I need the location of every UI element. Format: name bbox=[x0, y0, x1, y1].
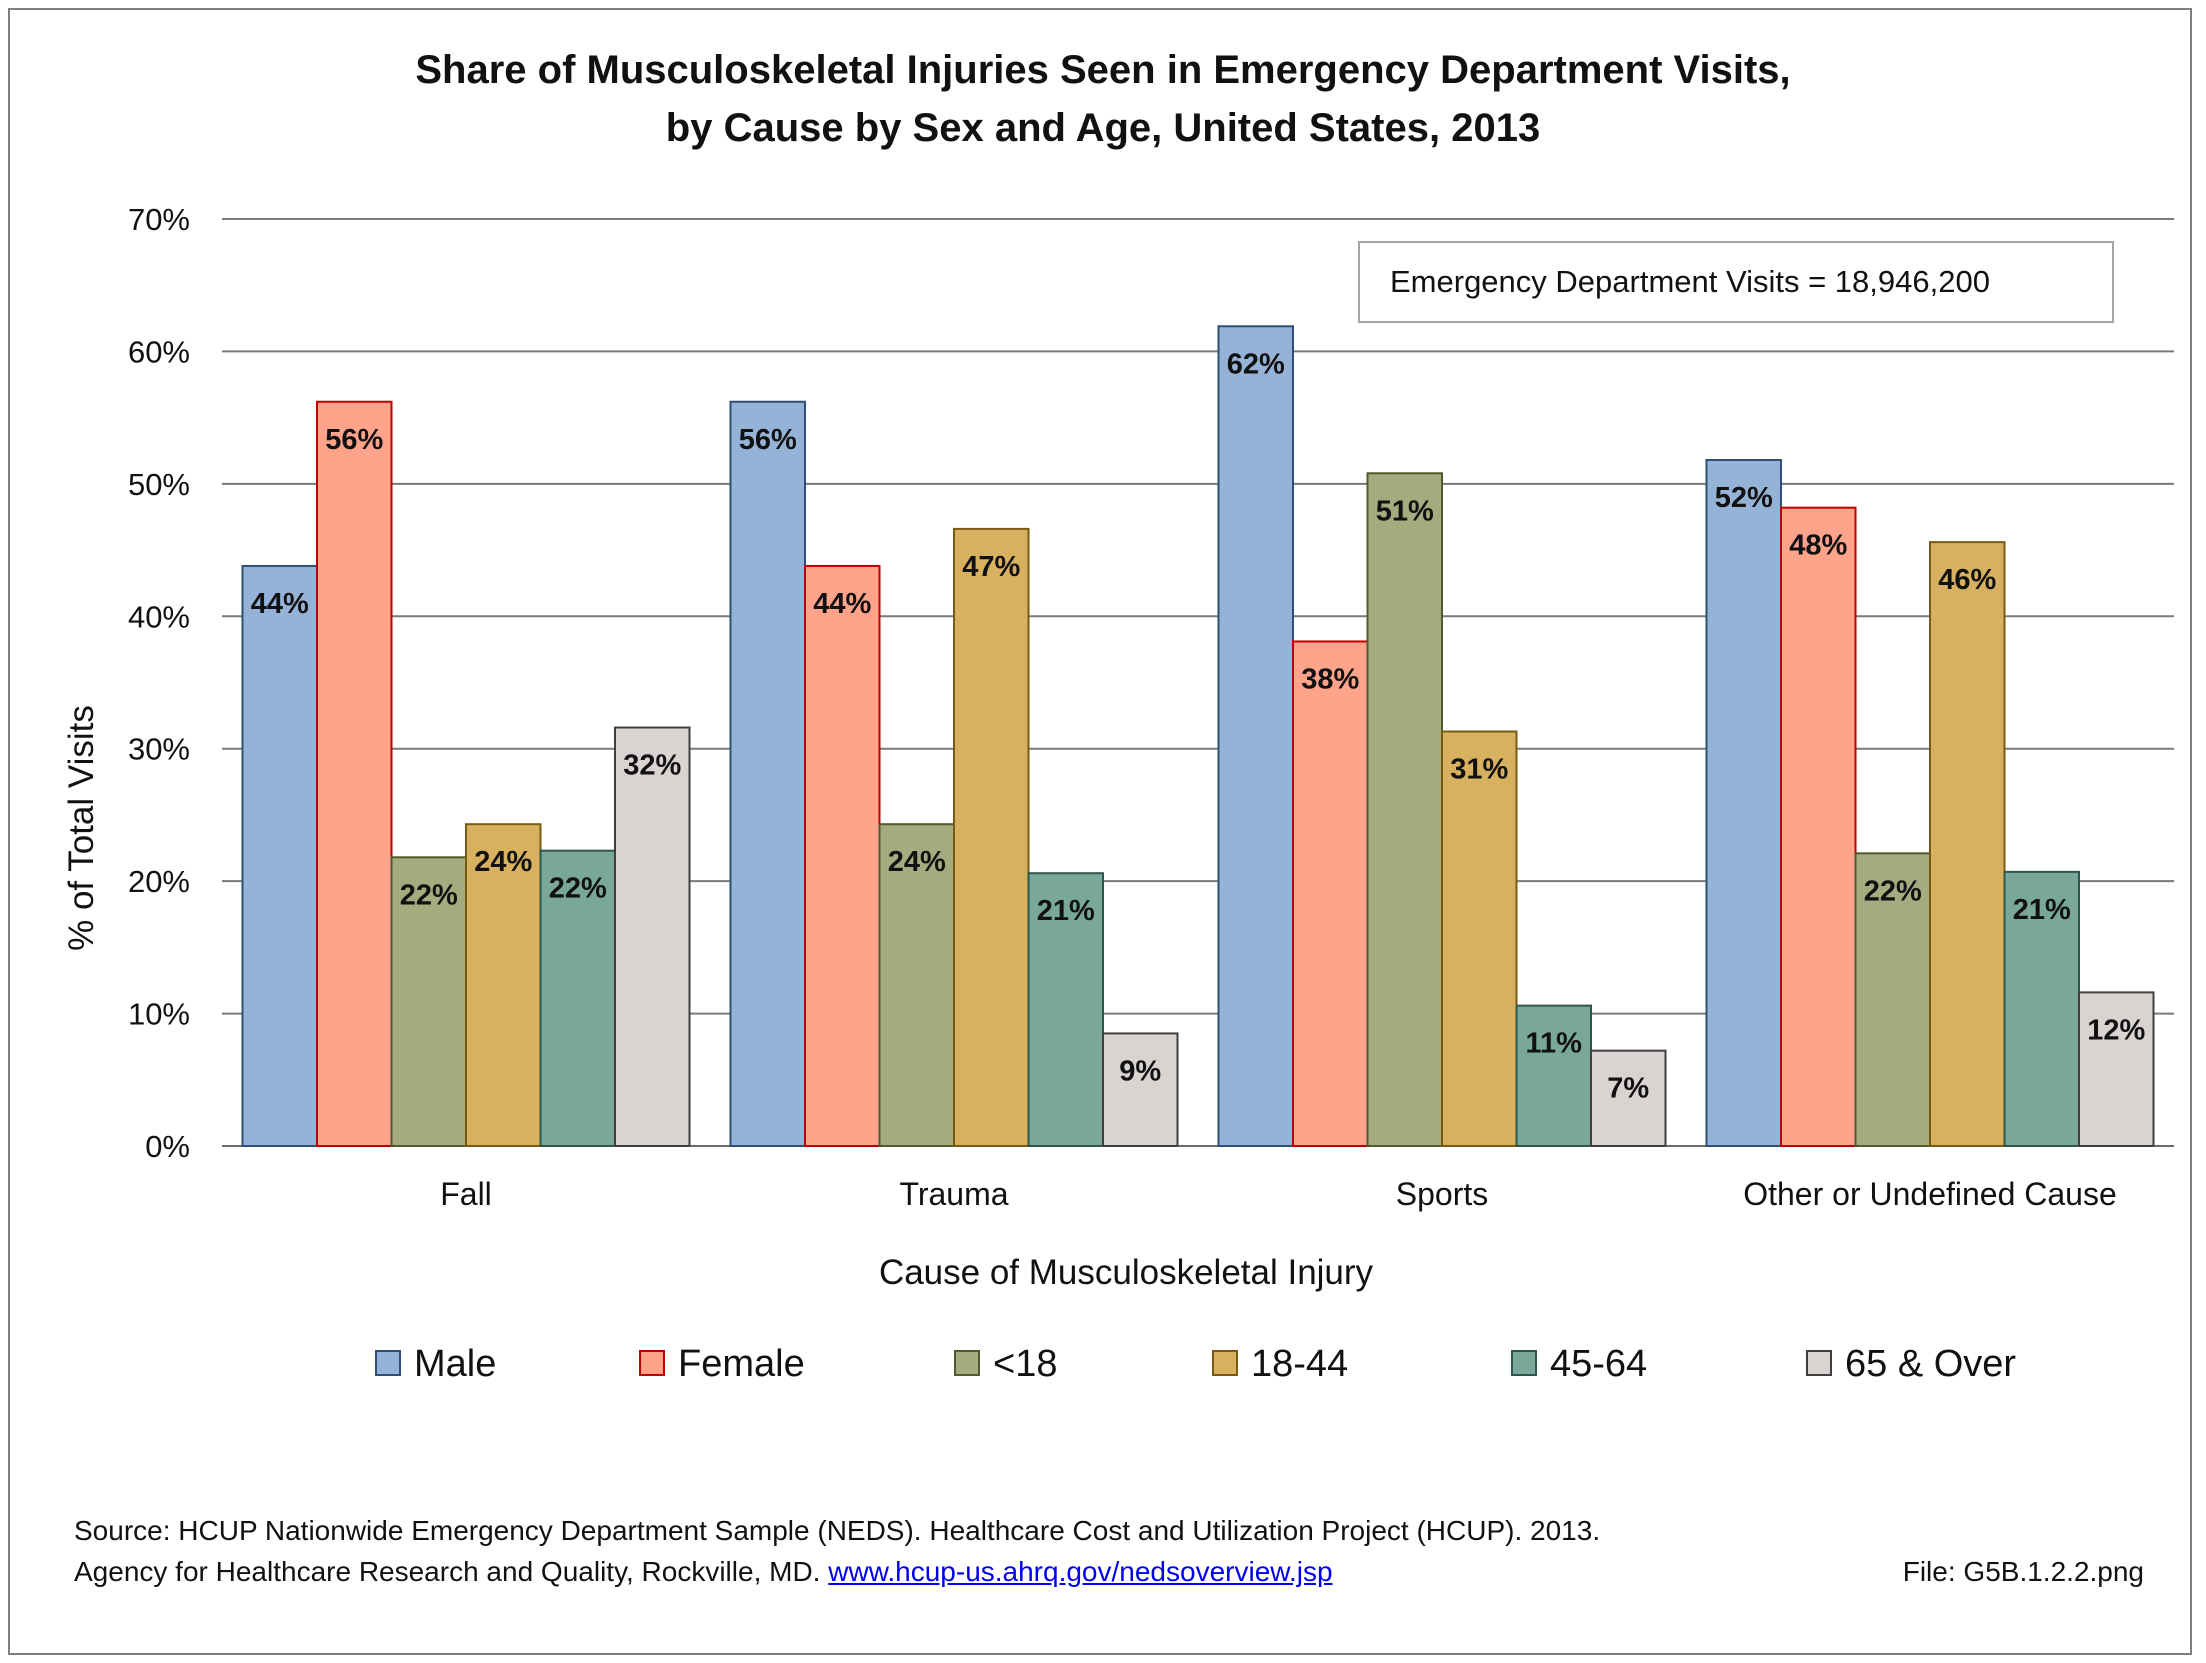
y-tick-label: 10% bbox=[128, 997, 190, 1032]
bar bbox=[2003, 870, 2080, 1147]
file-label: File: G5B.1.2.2.png bbox=[1902, 1556, 2144, 1587]
bar bbox=[1780, 506, 1857, 1147]
legend: Male Female <18 18-44 45-64 65 & Over bbox=[375, 1343, 2016, 1385]
bar bbox=[1441, 730, 1518, 1148]
visits-annotation-box: Emergency Department Visits = 18,946,200 bbox=[1358, 241, 2114, 323]
data-labels: 44% 56% 22% 24% 22% 32% 56% 44% 24% 47% 21% 9% 62% 38… bbox=[251, 348, 2146, 1104]
y-tick-label: 40% bbox=[128, 599, 190, 634]
x-tick-label: Fall bbox=[440, 1176, 492, 1212]
x-axis-label: Cause of Musculoskeletal Injury bbox=[879, 1253, 1374, 1292]
data-label: 21% bbox=[1037, 895, 1095, 927]
source-link[interactable]: www.hcup-us.ahrq.gov/nedsoverview.jsp bbox=[828, 1556, 1333, 1587]
source-line-1: Source: HCUP Nationwide Emergency Depart… bbox=[74, 1515, 1601, 1546]
data-label: 11% bbox=[1526, 1028, 1583, 1060]
bar bbox=[878, 823, 955, 1147]
bar bbox=[1854, 852, 1931, 1148]
data-label: 38% bbox=[1301, 663, 1359, 695]
bar bbox=[1102, 1032, 1179, 1147]
data-label: 21% bbox=[2013, 894, 2071, 926]
data-label: 32% bbox=[623, 750, 681, 782]
chart-frame bbox=[8, 8, 2192, 1655]
y-tick-label: 50% bbox=[128, 467, 190, 502]
bar bbox=[1292, 640, 1369, 1147]
legend-label: <18 bbox=[993, 1343, 1057, 1385]
data-label: 22% bbox=[1864, 875, 1922, 907]
y-axis-ticks: 0% 10% 20% 30% 40% 50% 60% 70% bbox=[128, 202, 190, 1164]
data-label: 31% bbox=[1450, 753, 1508, 785]
x-axis-ticks: Fall Trauma Sports Other or Undefined Cause bbox=[440, 1176, 2117, 1212]
data-label: 62% bbox=[1227, 348, 1285, 380]
bar bbox=[1366, 472, 1443, 1147]
y-tick-label: 60% bbox=[128, 334, 190, 369]
y-tick-label: 0% bbox=[145, 1129, 190, 1164]
bars bbox=[241, 325, 2155, 1148]
data-label: 22% bbox=[549, 873, 607, 905]
data-label: 7% bbox=[1607, 1073, 1649, 1105]
legend-label: 18-44 bbox=[1251, 1343, 1348, 1385]
y-tick-label: 70% bbox=[128, 202, 190, 237]
bar bbox=[1027, 872, 1104, 1147]
bar bbox=[729, 400, 806, 1148]
x-tick-label: Sports bbox=[1396, 1176, 1488, 1212]
source-line-2: Agency for Healthcare Research and Quali… bbox=[74, 1556, 1333, 1588]
chart-title-line-2: by Cause by Sex and Age, United States, … bbox=[665, 106, 1541, 150]
bar bbox=[953, 527, 1030, 1147]
data-label: 24% bbox=[474, 846, 532, 878]
bar bbox=[1515, 1004, 1592, 1148]
data-label: 24% bbox=[888, 846, 946, 878]
data-label: 44% bbox=[813, 588, 871, 620]
y-tick-label: 20% bbox=[128, 864, 190, 899]
chart-title-line-1: Share of Musculoskeletal Injuries Seen i… bbox=[415, 48, 1791, 92]
legend-swatch bbox=[639, 1350, 665, 1376]
data-label: 46% bbox=[1938, 564, 1996, 596]
legend-label: 65 & Over bbox=[1845, 1343, 2016, 1385]
x-tick-label: Other or Undefined Cause bbox=[1743, 1176, 2117, 1212]
data-label: 56% bbox=[325, 424, 383, 456]
y-tick-label: 30% bbox=[128, 732, 190, 767]
legend-swatch bbox=[954, 1350, 980, 1376]
data-label: 52% bbox=[1715, 482, 1773, 514]
bar bbox=[1929, 541, 2006, 1147]
bar bbox=[804, 564, 881, 1147]
bar bbox=[390, 856, 467, 1147]
bar bbox=[316, 400, 393, 1148]
legend-label: Male bbox=[414, 1343, 496, 1385]
source-line-2-text: Agency for Healthcare Research and Quali… bbox=[74, 1556, 829, 1587]
data-label: 12% bbox=[2087, 1014, 2145, 1046]
data-label: 56% bbox=[739, 424, 797, 456]
legend-swatch bbox=[375, 1350, 401, 1376]
data-label: 47% bbox=[962, 551, 1020, 583]
data-label: 44% bbox=[251, 588, 309, 620]
legend-swatch bbox=[1806, 1350, 1832, 1376]
data-label: 48% bbox=[1789, 530, 1847, 562]
bar bbox=[614, 726, 691, 1147]
data-label: 51% bbox=[1376, 495, 1434, 527]
data-label: 22% bbox=[400, 879, 458, 911]
bar bbox=[1705, 459, 1782, 1147]
bar bbox=[2078, 991, 2155, 1148]
data-label: 9% bbox=[1119, 1055, 1161, 1087]
bar bbox=[1590, 1049, 1667, 1148]
legend-label: 45-64 bbox=[1550, 1343, 1647, 1385]
legend-label: Female bbox=[678, 1343, 805, 1385]
x-tick-label: Trauma bbox=[899, 1176, 1008, 1212]
legend-swatch bbox=[1511, 1350, 1537, 1376]
legend-swatch bbox=[1212, 1350, 1238, 1376]
visits-annotation-text: Emergency Department Visits = 18,946,200 bbox=[1390, 264, 1990, 299]
bar bbox=[1217, 325, 1294, 1147]
y-axis-label: % of Total Visits bbox=[62, 705, 101, 951]
bar bbox=[241, 564, 318, 1147]
bar bbox=[465, 823, 542, 1147]
